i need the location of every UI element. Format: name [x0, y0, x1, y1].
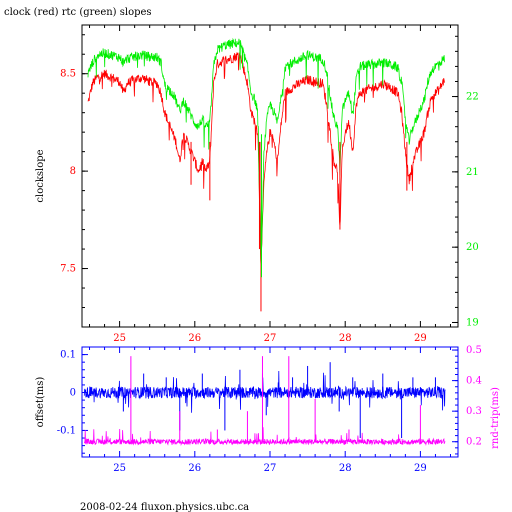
top-y2-ticks: 19 20 21 22 [452, 35, 479, 328]
y-tick-label: -0.1 [57, 425, 76, 436]
x-tick-label: 27 [264, 463, 277, 474]
top-y-axis-label: clockslope [35, 149, 46, 202]
top-panel: 25 26 27 28 29 7.5 8 8.5 19 20 21 22 clockslope [35, 24, 479, 344]
top-y-ticks: 7.5 8 8.5 [60, 34, 88, 328]
bottom-x-ticks: 25 26 27 28 29 [89, 347, 451, 474]
x-tick-label: 28 [339, 463, 352, 474]
series-line-rnd-trip [83, 427, 446, 447]
y2-tick-label: 22 [466, 92, 479, 103]
y-tick-label: 0 [70, 388, 76, 399]
bottom-series [83, 356, 446, 447]
x-tick-label: 27 [264, 333, 277, 344]
bottom-y2-axis-label: rnd-trip(ms) [490, 387, 501, 449]
y-tick-label: 7.5 [60, 264, 76, 275]
bottom-panel: 25 26 27 28 29 -0.1 0 0.1 0.2 0.3 0.4 0.5 offset(… [35, 345, 501, 474]
series-line-rtc [87, 37, 445, 268]
y2-tick-label: 19 [466, 317, 479, 328]
bottom-y-ticks: -0.1 0 0.1 [57, 350, 88, 454]
series-line-offset [83, 370, 446, 413]
x-tick-label: 29 [414, 333, 427, 344]
x-tick-label: 25 [113, 333, 126, 344]
chart-title: clock (red) rtc (green) slopes [4, 7, 152, 18]
y-tick-label: 0.1 [60, 350, 76, 361]
bottom-y2-ticks: 0.2 0.3 0.4 0.5 [452, 345, 482, 455]
series-line-clock [87, 52, 445, 270]
x-tick-label: 28 [339, 333, 352, 344]
y-tick-label: 8.5 [60, 69, 76, 80]
y2-tick-label: 20 [466, 242, 479, 253]
footer-caption: 2008-02-24 fluxon.physics.ubc.ca [80, 502, 249, 512]
y2-tick-label: 21 [466, 167, 479, 178]
x-tick-label: 25 [113, 463, 126, 474]
y2-tick-label: 0.3 [466, 406, 482, 417]
y2-tick-label: 0.4 [466, 376, 482, 387]
y-tick-label: 8 [70, 166, 76, 177]
bottom-y-axis-label: offset(ms) [35, 377, 46, 428]
x-tick-label: 29 [414, 463, 427, 474]
x-tick-label: 26 [188, 463, 201, 474]
y2-tick-label: 0.2 [466, 437, 482, 448]
top-x-ticks: 25 26 27 28 29 [89, 25, 451, 344]
y2-tick-label: 0.5 [466, 345, 482, 356]
x-tick-label: 26 [188, 333, 201, 344]
top-series [87, 37, 445, 312]
top-plot-frame [81, 24, 459, 328]
